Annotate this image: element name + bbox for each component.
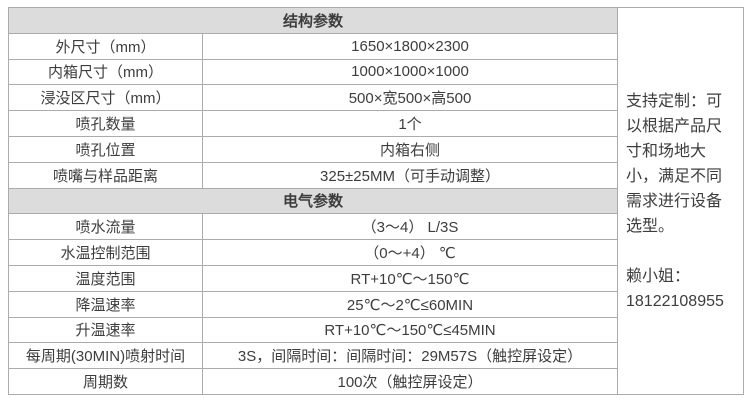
table-row: 周期数 100次（触控屏设定） bbox=[8, 368, 618, 395]
table-row: 每周期(30MIN)喷射时间 3S，间隔时间：间隔时间：29M57S（触控屏设定） bbox=[8, 342, 618, 370]
spec-label-cell: 浸没区尺寸（mm） bbox=[8, 84, 203, 112]
spec-value-cell: 3S，间隔时间：间隔时间：29M57S（触控屏设定） bbox=[202, 342, 618, 370]
spec-value-cell: 100次（触控屏设定） bbox=[202, 368, 618, 395]
table-row: 升温速率 RT+10℃～150℃≤45MIN bbox=[8, 316, 618, 344]
spec-value-cell: 325±25MM（可手动调整） bbox=[202, 161, 618, 189]
section-header-row: 结构参数 bbox=[8, 7, 618, 34]
spec-value-cell: 内箱右侧 bbox=[202, 135, 618, 163]
table-row: 内箱尺寸（mm） 1000×1000×1000 bbox=[8, 58, 618, 86]
custom-note-panel: 支持定制：可以根据产品尺寸和场地大小，满足不同需求进行设备选型。 赖小姐： 18… bbox=[618, 7, 744, 395]
spec-sheet: 结构参数 外尺寸（mm） 1650×1800×2300 内箱尺寸（mm） 1000×10… bbox=[8, 7, 744, 395]
table-row: 喷水流量 （3～4） L/3S bbox=[8, 213, 618, 241]
table-row: 喷孔数量 1个 bbox=[8, 110, 618, 137]
spec-value-cell: RT+10℃～150℃≤45MIN bbox=[202, 316, 618, 344]
spec-value-cell: RT+10℃～150℃ bbox=[202, 264, 618, 292]
spec-label-cell: 降温速率 bbox=[8, 290, 203, 318]
spec-label-cell: 温度范围 bbox=[8, 264, 203, 292]
table-row: 降温速率 25℃～2℃≤60MIN bbox=[8, 290, 618, 318]
table-row: 喷孔位置 内箱右侧 bbox=[8, 135, 618, 163]
contact-name: 赖小姐： bbox=[626, 267, 691, 285]
spec-label-cell: 周期数 bbox=[8, 368, 203, 395]
spec-label-cell: 水温控制范围 bbox=[8, 239, 203, 266]
table-row: 水温控制范围 （0～+4） ℃ bbox=[8, 239, 618, 266]
table-row: 外尺寸（mm） 1650×1800×2300 bbox=[8, 32, 618, 60]
table-row: 温度范围 RT+10℃～150℃ bbox=[8, 264, 618, 292]
spec-label-cell: 喷水流量 bbox=[8, 213, 203, 241]
spec-label-cell: 外尺寸（mm） bbox=[8, 32, 203, 60]
contact-phone: 18122108955 bbox=[626, 292, 724, 310]
spec-label-cell: 升温速率 bbox=[8, 316, 203, 344]
spec-label-cell: 每周期(30MIN)喷射时间 bbox=[8, 342, 203, 370]
spec-value-cell: （3～4） L/3S bbox=[202, 213, 618, 241]
spec-table: 结构参数 外尺寸（mm） 1650×1800×2300 内箱尺寸（mm） 1000×10… bbox=[8, 7, 618, 395]
spec-value-cell: （0～+4） ℃ bbox=[202, 239, 618, 266]
note-spacer bbox=[626, 239, 735, 264]
spec-value-cell: 1650×1800×2300 bbox=[202, 32, 618, 60]
spec-label-cell: 喷孔位置 bbox=[8, 135, 203, 163]
spec-value-cell: 25℃～2℃≤60MIN bbox=[202, 290, 618, 318]
spec-value-cell: 500×宽500×高500 bbox=[202, 84, 618, 112]
spec-label-cell: 喷嘴与样品距离 bbox=[8, 161, 203, 189]
section-header-row: 电气参数 bbox=[8, 187, 618, 215]
spec-label-cell: 内箱尺寸（mm） bbox=[8, 58, 203, 86]
table-row: 喷嘴与样品距离 325±25MM（可手动调整） bbox=[8, 161, 618, 189]
spec-value-cell: 1个 bbox=[202, 110, 618, 137]
spec-label-cell: 喷孔数量 bbox=[8, 110, 203, 137]
section-title: 结构参数 bbox=[8, 7, 618, 34]
custom-note: 支持定制：可以根据产品尺寸和场地大小，满足不同需求进行设备选型。 bbox=[626, 92, 723, 235]
section-title: 电气参数 bbox=[8, 187, 618, 215]
spec-value-cell: 1000×1000×1000 bbox=[202, 58, 618, 86]
spec-table-body: 结构参数 外尺寸（mm） 1650×1800×2300 内箱尺寸（mm） 1000×10… bbox=[8, 7, 618, 395]
table-row: 浸没区尺寸（mm） 500×宽500×高500 bbox=[8, 84, 618, 112]
